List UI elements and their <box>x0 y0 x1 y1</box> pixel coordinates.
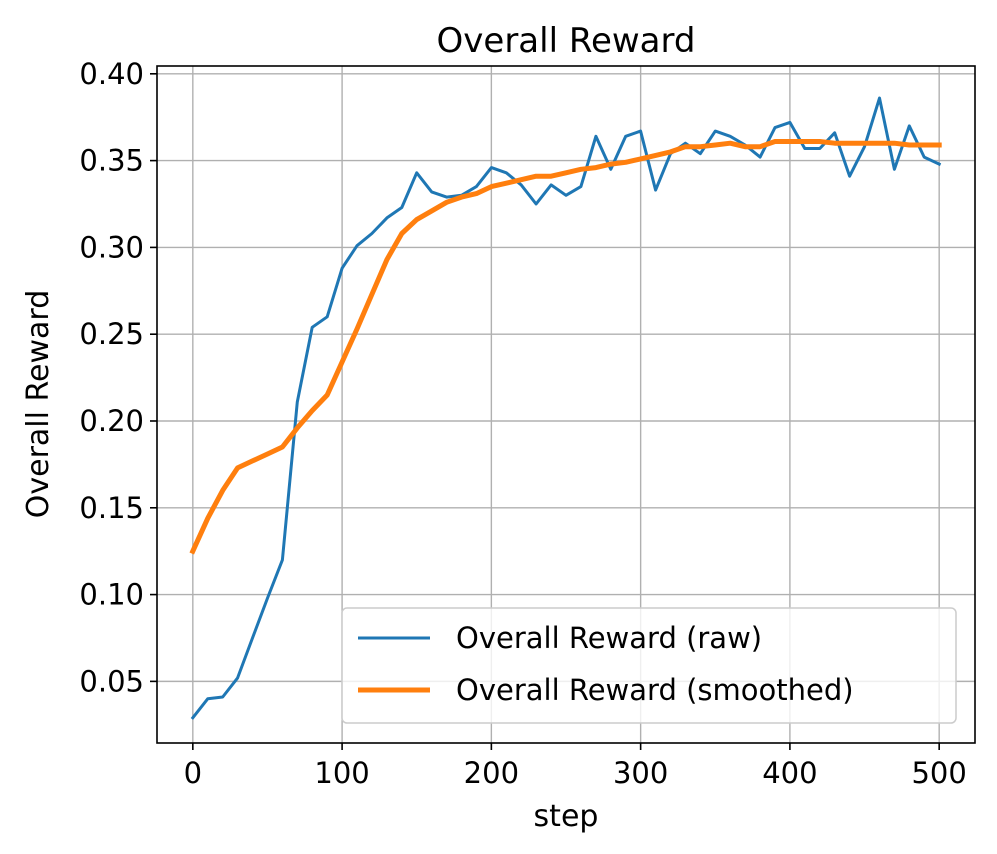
x-tick-label: 0 <box>184 756 202 790</box>
legend-box <box>341 607 957 724</box>
legend-label-raw: Overall Reward (raw) <box>456 621 762 655</box>
legend: Overall Reward (raw) Overall Reward (smo… <box>341 607 957 724</box>
y-tick-label: 0.40 <box>79 57 144 91</box>
y-axis-label: Overall Reward <box>21 290 56 518</box>
y-tick-label: 0.25 <box>79 317 144 351</box>
x-tick-label: 300 <box>613 756 668 790</box>
series-layer <box>189 96 942 720</box>
x-tick-label: 100 <box>314 756 369 790</box>
x-axis-label: step <box>534 799 599 834</box>
grid-layer <box>157 66 975 743</box>
x-tick-label: 500 <box>911 756 966 790</box>
y-tick-label: 0.35 <box>79 144 144 178</box>
chart-title: Overall Reward <box>437 21 696 61</box>
series-line-raw <box>190 96 942 720</box>
y-tick-label: 0.30 <box>79 230 144 264</box>
x-tick-label: 200 <box>464 756 519 790</box>
y-tick-label: 0.15 <box>79 491 144 525</box>
plot-frame <box>156 65 976 744</box>
x-tick-label: 400 <box>762 756 817 790</box>
series-line-smoothed <box>189 139 942 555</box>
tick-layer: 0 100 200 300 400 500 0.05 0.10 0.15 0.20 0.25 0.30… <box>79 57 966 790</box>
y-tick-label: 0.05 <box>79 664 144 698</box>
legend-label-smoothed: Overall Reward (smoothed) <box>456 673 854 707</box>
y-tick-label: 0.10 <box>79 578 144 612</box>
y-tick-label: 0.20 <box>79 404 144 438</box>
